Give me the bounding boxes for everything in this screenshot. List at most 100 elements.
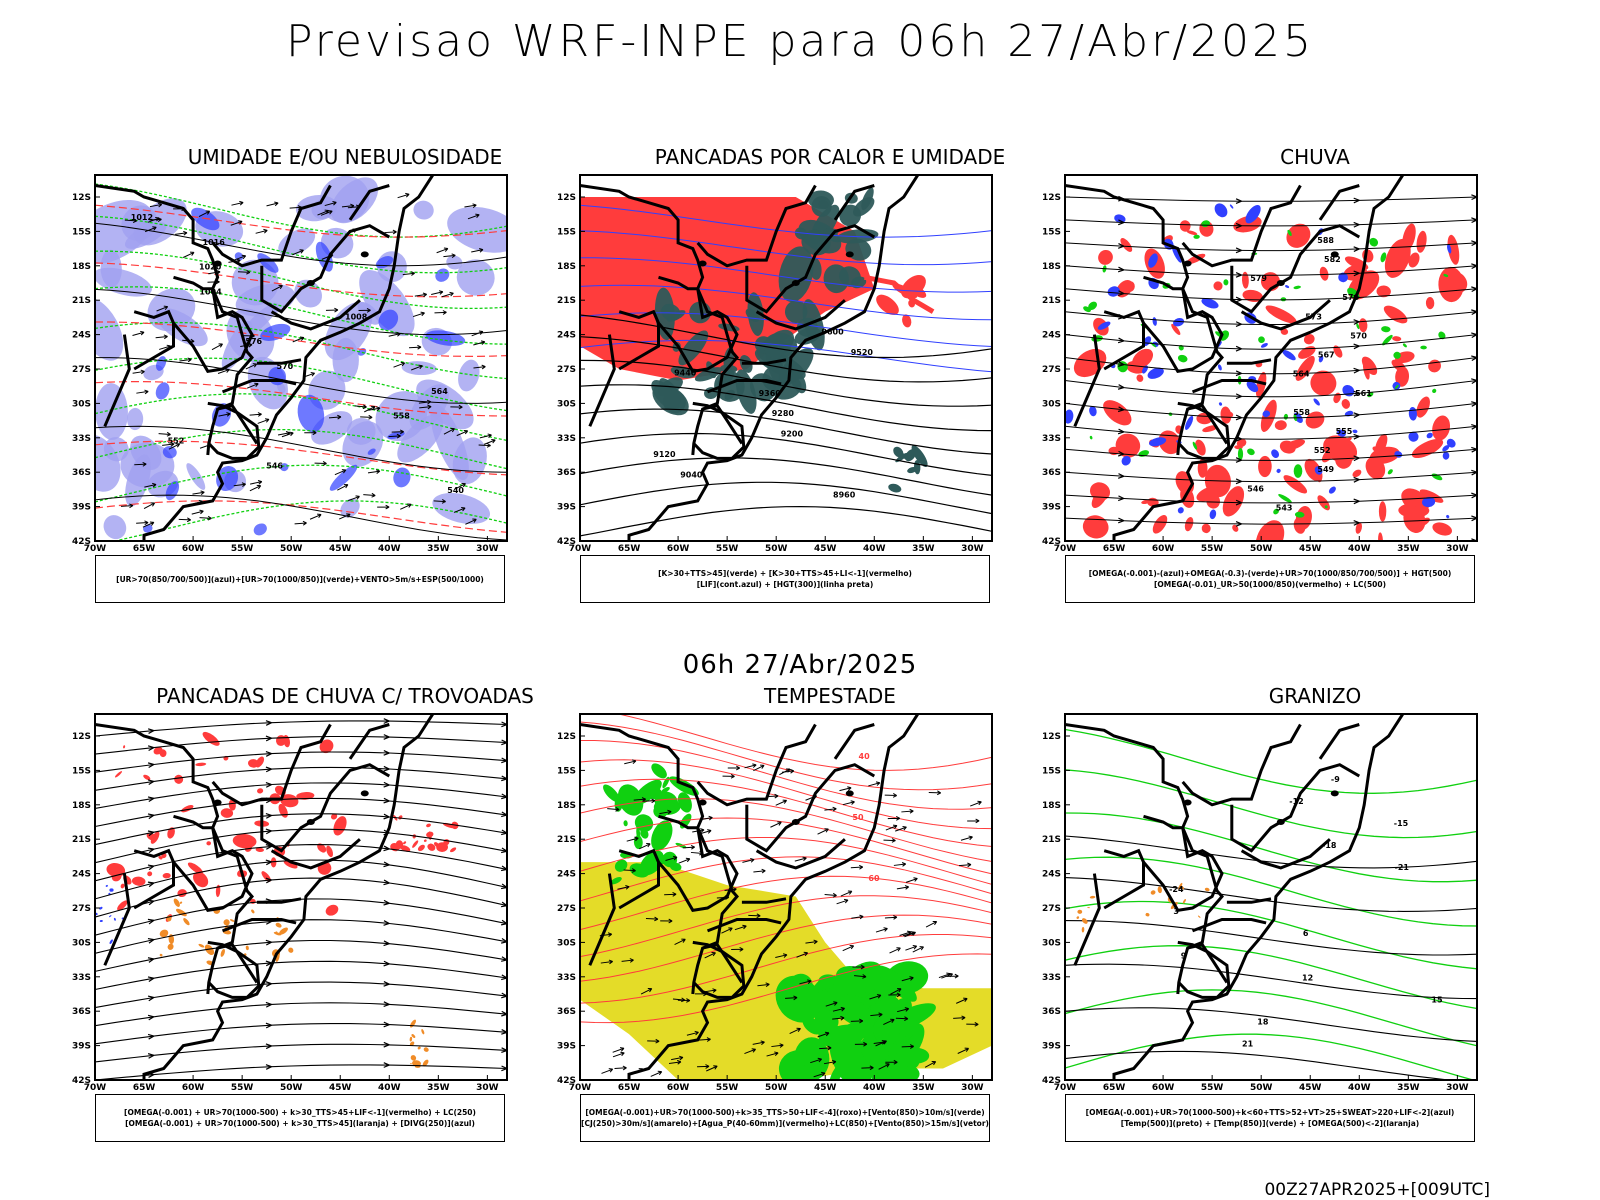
- contour-label: 582: [1324, 255, 1341, 264]
- lon-label: 35W: [427, 544, 450, 554]
- contour-label: -9: [1331, 775, 1340, 784]
- lat-label: 36S: [72, 1007, 91, 1017]
- lon-label: 50W: [1250, 544, 1273, 554]
- lon-label: 50W: [280, 544, 303, 554]
- lon-label: 45W: [329, 544, 352, 554]
- lat-label: 30S: [557, 399, 576, 409]
- contour-label: 1012: [131, 213, 153, 222]
- contour-label: 9120: [653, 450, 676, 459]
- lat-label: 33S: [72, 973, 91, 983]
- lon-label: 70W: [569, 544, 592, 554]
- panel-legend: [K>30+TTS>45](verde) + [K>30+TTS>45+LI<-…: [580, 555, 990, 603]
- contour-label: 540: [447, 486, 464, 495]
- panel-legend: [OMEGA(-0.001)+UR>70(1000-500)+k<60+TTS>…: [1065, 1094, 1475, 1142]
- lat-label: 27S: [557, 904, 576, 914]
- panel-title: PANCADAS POR CALOR E UMIDADE: [654, 145, 1006, 169]
- lat-label: 30S: [72, 399, 91, 409]
- lon-label: 70W: [84, 544, 107, 554]
- contour-label: 9200: [781, 430, 804, 439]
- legend-line: [LIF](cont.azul) + [HGT(300)](linha pret…: [696, 580, 874, 589]
- lon-label: 40W: [1348, 1083, 1371, 1093]
- panel-title: GRANIZO: [1268, 684, 1362, 708]
- legend-line: [Temp(500)](preto) + [Temp(850)](verde) …: [1120, 1119, 1420, 1128]
- contour-label: 9600: [821, 328, 844, 337]
- lon-label: 35W: [1397, 1083, 1420, 1093]
- lon-label: 60W: [667, 1083, 690, 1093]
- contour-label: 576: [245, 337, 262, 346]
- lon-label: 30W: [1446, 544, 1469, 554]
- lon-label: 30W: [476, 1083, 499, 1093]
- contour-label: 9280: [772, 409, 795, 418]
- lon-label: 40W: [378, 1083, 401, 1093]
- contour-label: -18: [1322, 841, 1337, 850]
- lon-label: 55W: [1201, 544, 1224, 554]
- legend-line: [OMEGA(-0.001) + UR>70(1000-500) + k>30_…: [125, 1119, 475, 1128]
- lon-label: 40W: [1348, 544, 1371, 554]
- lon-label: 45W: [814, 544, 837, 554]
- lat-label: 36S: [72, 468, 91, 478]
- contour-label: 9040: [680, 470, 703, 479]
- lat-label: 18S: [557, 262, 576, 272]
- lat-label: 18S: [1042, 262, 1061, 272]
- panel-umidade: UMIDADE E/OU NEBULOSIDADE 1012 1016 1020 100…: [72, 145, 595, 635]
- legend-line: [CJ(250)>30m/s](amarelo)+[Agua_P(40-60mm…: [581, 1119, 989, 1128]
- lat-label: 39S: [557, 1042, 576, 1052]
- legend-line: [OMEGA(-0.001)+UR>70(1000-500)+k>35_TTS>…: [585, 1108, 985, 1117]
- contour-label: 1004: [199, 288, 222, 297]
- lon-label: 70W: [84, 1083, 107, 1093]
- lat-label: 21S: [1042, 835, 1061, 845]
- contour-label: 576: [1342, 293, 1359, 302]
- lat-label: 27S: [72, 904, 91, 914]
- lat-label: 24S: [72, 870, 91, 880]
- panel-title: PANCADAS DE CHUVA C/ TROVOADAS: [156, 684, 534, 708]
- lon-label: 40W: [378, 544, 401, 554]
- lat-label: 42S: [557, 537, 576, 547]
- panel-title: UMIDADE E/OU NEBULOSIDADE: [187, 145, 503, 169]
- contour-label: 1008: [345, 312, 368, 321]
- run-timestamp: 00Z27APR2025+[009UTC]: [1264, 1180, 1490, 1200]
- lon-label: 60W: [1152, 1083, 1175, 1093]
- lon-label: 50W: [765, 1083, 788, 1093]
- lat-label: 12S: [557, 732, 576, 742]
- lat-label: 21S: [1042, 296, 1061, 306]
- lon-label: 55W: [716, 1083, 739, 1093]
- lat-label: 42S: [72, 1076, 91, 1086]
- contour-label: -24: [1169, 885, 1184, 894]
- lon-label: 60W: [182, 1083, 205, 1093]
- lat-label: 12S: [72, 732, 91, 742]
- contour-label: 21: [1242, 1040, 1254, 1049]
- lat-label: 30S: [557, 938, 576, 948]
- lat-label: 24S: [557, 331, 576, 341]
- lon-label: 70W: [1054, 544, 1077, 554]
- lat-label: 42S: [72, 537, 91, 547]
- legend-line: [OMEGA(-0.001) + UR>70(1000-500) + k>30_…: [124, 1108, 476, 1117]
- contour-label: 570: [277, 362, 294, 371]
- contour-label: 588: [1317, 236, 1334, 245]
- lon-label: 65W: [133, 544, 156, 554]
- lat-label: 36S: [1042, 468, 1061, 478]
- panel-title: CHUVA: [1280, 145, 1350, 169]
- lat-label: 33S: [72, 434, 91, 444]
- contour-label: 12: [1302, 973, 1313, 982]
- lon-label: 50W: [1250, 1083, 1273, 1093]
- page-title: Previsao WRF-INPE para 06h 27/Abr/2025: [285, 16, 1314, 67]
- lat-label: 12S: [1042, 732, 1061, 742]
- lon-label: 55W: [1201, 1083, 1224, 1093]
- contour-label: 552: [168, 437, 185, 446]
- map-svg: -9-12-15-18-21-243691215182112S15S18S21S…: [1042, 713, 1478, 1093]
- contour-label: 558: [393, 412, 410, 421]
- contour-label: 9360: [759, 389, 782, 398]
- lon-label: 70W: [1054, 1083, 1077, 1093]
- mid-date: 06h 27/Abr/2025: [682, 650, 918, 680]
- lon-label: 70W: [569, 1083, 592, 1093]
- lon-label: 60W: [182, 544, 205, 554]
- contour-label: 543: [1276, 503, 1293, 512]
- contour-label: 9520: [851, 348, 874, 357]
- lat-label: 30S: [1042, 399, 1061, 409]
- lat-label: 24S: [1042, 870, 1061, 880]
- lon-label: 65W: [1103, 1083, 1126, 1093]
- map-svg: 40 50 60 12S 15S 18S 21S 24S 27S 30S 33S 36S 39S 42S7…: [557, 713, 993, 1093]
- contour-label: 570: [1350, 331, 1367, 340]
- map-svg: 588 582 579 576 573 570 567 564 561 558 555 552 549 5…: [1042, 174, 1478, 554]
- lat-label: 18S: [72, 262, 91, 272]
